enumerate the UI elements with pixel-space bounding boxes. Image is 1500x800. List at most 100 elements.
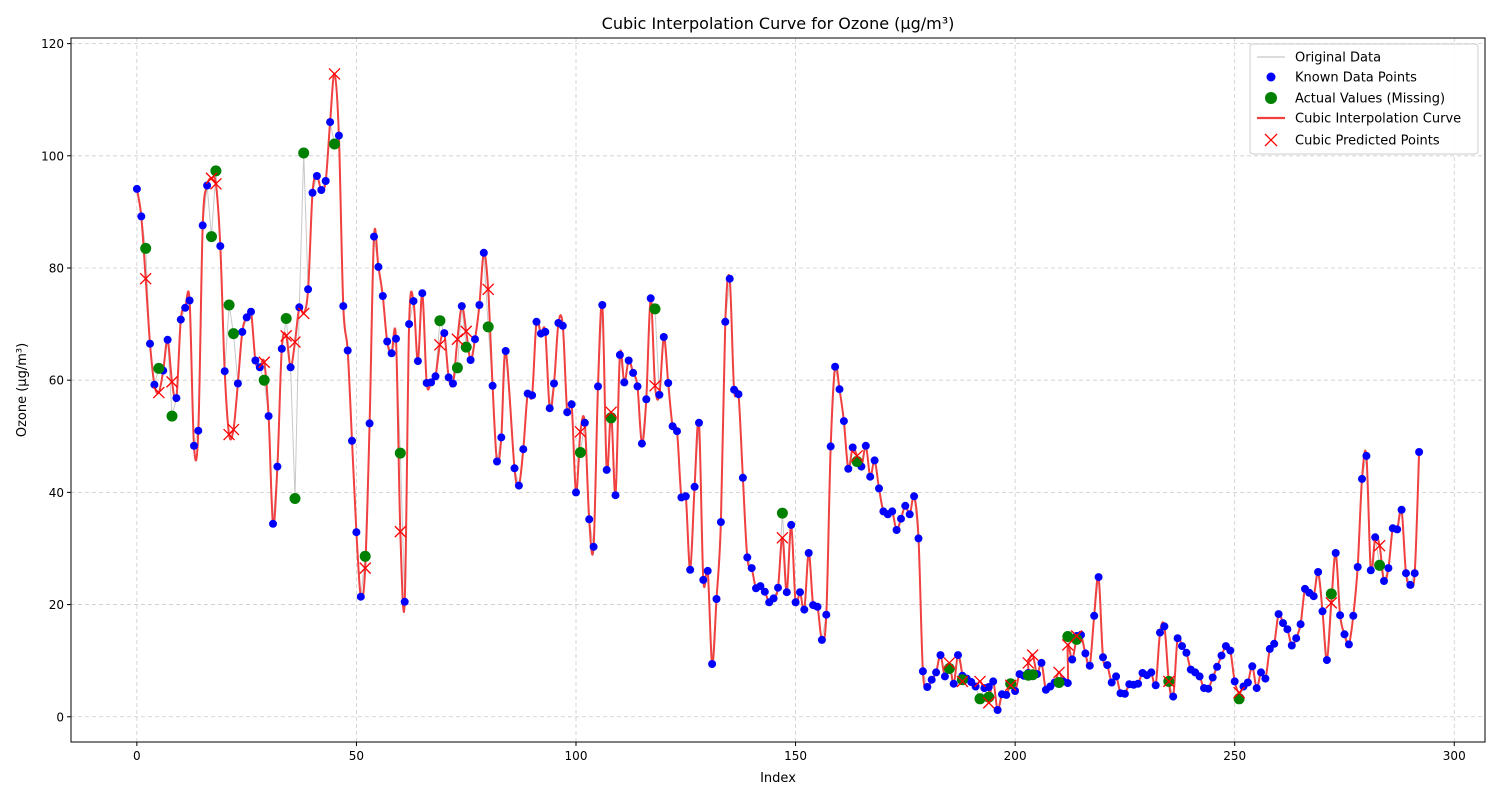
predicted-point [605, 406, 618, 419]
known-data-point [1257, 668, 1265, 677]
actual-value-point [298, 147, 310, 159]
known-data-point [409, 297, 418, 306]
known-data-point [1178, 642, 1186, 651]
legend-entry-curve: Cubic Interpolation Curve [1257, 112, 1461, 127]
known-data-point [1204, 684, 1213, 693]
known-data-point [400, 597, 409, 606]
known-data-point [1349, 611, 1358, 620]
known-data-point [497, 433, 506, 442]
actual-value-point [280, 313, 292, 324]
actual-value-point [434, 315, 446, 327]
known-data-point [185, 296, 194, 305]
actual-value-point [974, 693, 986, 705]
known-data-point [264, 412, 273, 421]
predicted-point [394, 525, 407, 538]
predicted-point [460, 325, 473, 338]
known-data-point [1182, 648, 1191, 657]
actual-value-point [943, 663, 955, 674]
x-tick-label: 150 [784, 749, 807, 763]
known-data-point [418, 289, 427, 298]
known-data-point [817, 635, 826, 644]
known-data-point [804, 549, 813, 557]
known-data-point [251, 356, 260, 365]
known-data-point [519, 445, 528, 454]
predicted-point [209, 177, 222, 190]
cubic-curve-series [135, 72, 1421, 712]
predicted-point [433, 338, 446, 351]
actual-value-point [1233, 693, 1245, 705]
known-data-point [1380, 577, 1388, 585]
known-data-point [1384, 564, 1393, 573]
actual-value-point [289, 493, 301, 504]
known-data-point [326, 118, 335, 127]
known-data-point [901, 501, 910, 510]
y-tick-label: 80 [49, 261, 64, 275]
known-data-point [295, 303, 304, 312]
known-data-point [1248, 662, 1257, 671]
known-data-point [839, 417, 848, 426]
known-data-point [1037, 658, 1046, 667]
known-data-point [1270, 639, 1279, 648]
known-data-point [510, 464, 519, 473]
known-data-point [892, 526, 901, 534]
known-data-point [1112, 672, 1121, 681]
predicted-point [359, 562, 372, 575]
known-data-point [1147, 668, 1156, 677]
actual-value-point [140, 242, 152, 254]
known-data-point [743, 553, 752, 562]
known-data-point [370, 232, 378, 241]
known-data-point [449, 379, 457, 388]
known-data-point [1243, 678, 1252, 687]
known-data-point [747, 564, 756, 573]
known-data-point [1120, 689, 1129, 698]
known-data-point [558, 321, 567, 330]
known-data-point [567, 400, 576, 409]
predicted-point [152, 386, 165, 399]
x-axis-title: Index [760, 771, 796, 786]
actual-value-point [851, 456, 863, 467]
known-data-point [466, 356, 475, 364]
known-data-point [475, 301, 484, 309]
known-data-point [760, 587, 769, 596]
y-axis-title: Ozone (µg/m³) [15, 343, 30, 437]
predicted-point [297, 307, 310, 320]
known-data-point [791, 598, 800, 607]
known-data-point [440, 329, 449, 338]
actual-value-point [776, 507, 788, 519]
known-data-point [932, 668, 941, 677]
known-data-point [392, 334, 400, 343]
x-tick-label: 250 [1223, 749, 1246, 763]
chart-title: Cubic Interpolation Curve for Ozone (µg/… [602, 14, 955, 33]
actual-value-point [228, 328, 239, 340]
known-data-point [365, 419, 374, 428]
known-data-point [796, 588, 804, 597]
known-data-point [203, 181, 212, 190]
known-data-point [1261, 674, 1270, 683]
known-data-point [1318, 607, 1327, 616]
actual-value-point [983, 691, 995, 703]
legend-entry-predicted: Cubic Predicted Points [1264, 134, 1440, 149]
predicted-point [1233, 686, 1246, 699]
predicted-point [574, 425, 587, 438]
known-data-point [1213, 662, 1222, 671]
known-data-point [343, 346, 352, 355]
actual-value-point [1325, 588, 1337, 600]
known-data-point [563, 408, 572, 417]
known-data-point [277, 344, 286, 353]
known-data-point [356, 592, 365, 601]
known-data-point [242, 313, 251, 322]
known-data-point [756, 582, 765, 591]
known-data-point [387, 349, 396, 358]
legend-box [1249, 43, 1479, 155]
known-data-point [1415, 448, 1424, 456]
known-data-point [550, 379, 558, 388]
known-data-point [870, 456, 879, 465]
known-data-point [132, 184, 141, 193]
known-data-point [1107, 678, 1116, 687]
known-data-point [541, 327, 550, 336]
predicted-point [482, 283, 495, 296]
actual-value-point [451, 362, 463, 374]
actual-value-point [460, 341, 472, 353]
predicted-point [288, 336, 301, 348]
known-data-point [580, 418, 589, 427]
